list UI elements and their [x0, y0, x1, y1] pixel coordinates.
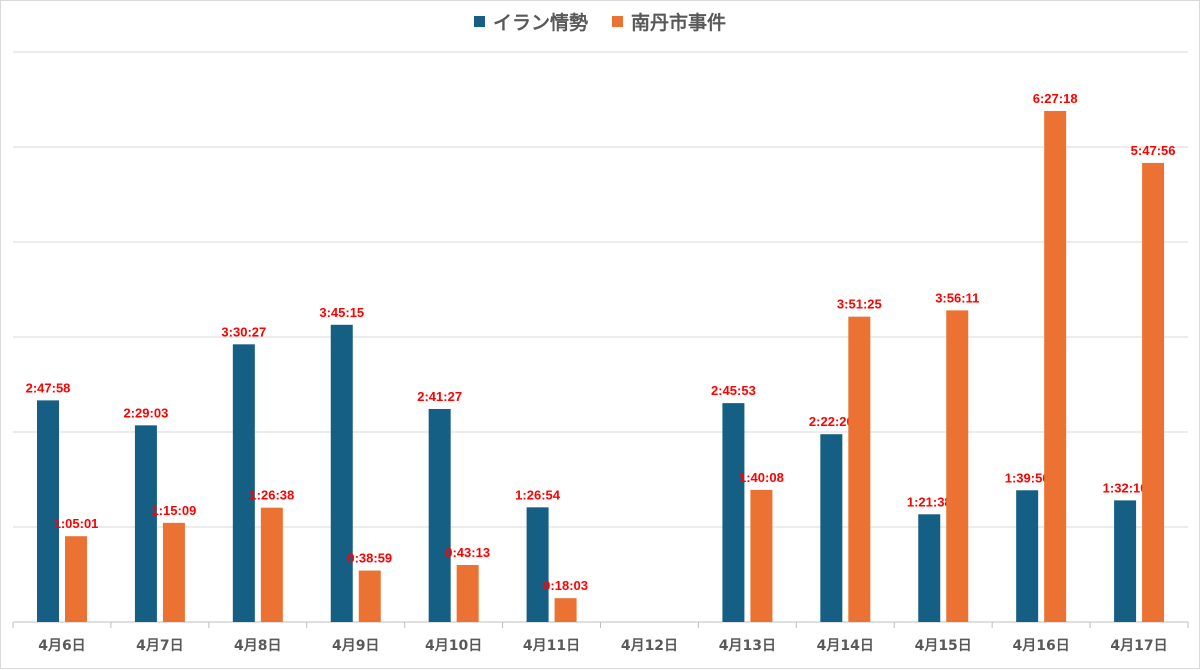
x-tick-label: 4月14日 — [817, 638, 874, 654]
bar-nantan — [162, 522, 185, 622]
x-tick-label: 4月12日 — [621, 638, 678, 654]
x-tick-label: 4月11日 — [523, 638, 580, 654]
legend-label-nantan: 南丹市事件 — [631, 12, 727, 34]
data-label: 0:43:13 — [445, 545, 490, 560]
bar-iran — [134, 425, 157, 622]
legend-item-nantan: 南丹市事件 — [612, 8, 726, 35]
bar-iran — [526, 507, 549, 622]
data-label: 3:56:11 — [935, 290, 979, 305]
data-label: 1:05:01 — [54, 516, 99, 531]
data-label: 2:29:03 — [124, 405, 169, 420]
x-tick-label: 4月7日 — [136, 638, 183, 654]
data-label: 2:41:27 — [417, 389, 462, 404]
legend-label-iran: イラン情勢 — [492, 12, 588, 34]
data-label: 5:47:56 — [1131, 143, 1176, 158]
data-label: 2:22:20 — [809, 414, 854, 429]
data-label: 3:51:25 — [837, 297, 882, 312]
data-label: 1:26:54 — [515, 487, 561, 502]
x-tick-label: 4月16日 — [1013, 638, 1070, 654]
data-label: 2:47:58 — [26, 380, 71, 395]
bar-nantan — [260, 507, 283, 622]
x-tick-label: 4月8日 — [234, 638, 281, 654]
legend-swatch-iran — [473, 16, 485, 27]
bar-nantan — [358, 570, 381, 622]
data-label: 6:27:18 — [1033, 91, 1078, 106]
bar-nantan — [1044, 110, 1067, 623]
bar-iran — [428, 408, 451, 622]
bar-iran — [722, 403, 745, 622]
x-tick-label: 4月10日 — [425, 638, 482, 654]
bar-nantan — [456, 564, 479, 622]
legend-swatch-nantan — [612, 16, 623, 27]
data-label: 1:32:10 — [1103, 480, 1148, 495]
data-label: 2:45:53 — [711, 383, 756, 398]
x-tick-label: 4月13日 — [719, 638, 776, 654]
bar-nantan — [750, 489, 773, 622]
data-label: 1:39:50 — [1005, 470, 1050, 485]
bar-nantan — [65, 536, 87, 622]
legend: イラン情勢 南丹市事件 — [0, 8, 1200, 35]
bar-iran — [330, 324, 353, 622]
x-tick-label: 4月15日 — [915, 638, 972, 654]
data-label: 1:26:38 — [249, 488, 294, 503]
bar-iran — [820, 434, 843, 622]
data-label: 1:40:08 — [739, 470, 784, 485]
bar-nantan — [554, 598, 577, 622]
bar-iran — [1114, 500, 1137, 622]
data-label: 3:45:15 — [319, 305, 364, 320]
x-tick-label: 4月6日 — [38, 638, 85, 654]
bar-nantan — [848, 316, 871, 622]
bar-nantan — [1142, 162, 1165, 622]
bar-iran — [1016, 490, 1039, 622]
data-label: 1:15:09 — [152, 503, 197, 518]
x-tick-label: 4月9日 — [332, 638, 379, 654]
bar-nantan — [946, 310, 969, 622]
x-tick-label: 4月17日 — [1110, 638, 1167, 654]
data-label: 1:21:38 — [907, 494, 952, 509]
bar-iran — [918, 514, 941, 622]
data-label: 3:30:27 — [221, 324, 266, 339]
bar-iran — [37, 400, 59, 622]
data-label: 0:18:03 — [543, 578, 588, 593]
data-label: 0:38:59 — [347, 551, 392, 566]
bar-iran — [232, 344, 255, 622]
legend-item-iran: イラン情勢 — [473, 8, 588, 35]
